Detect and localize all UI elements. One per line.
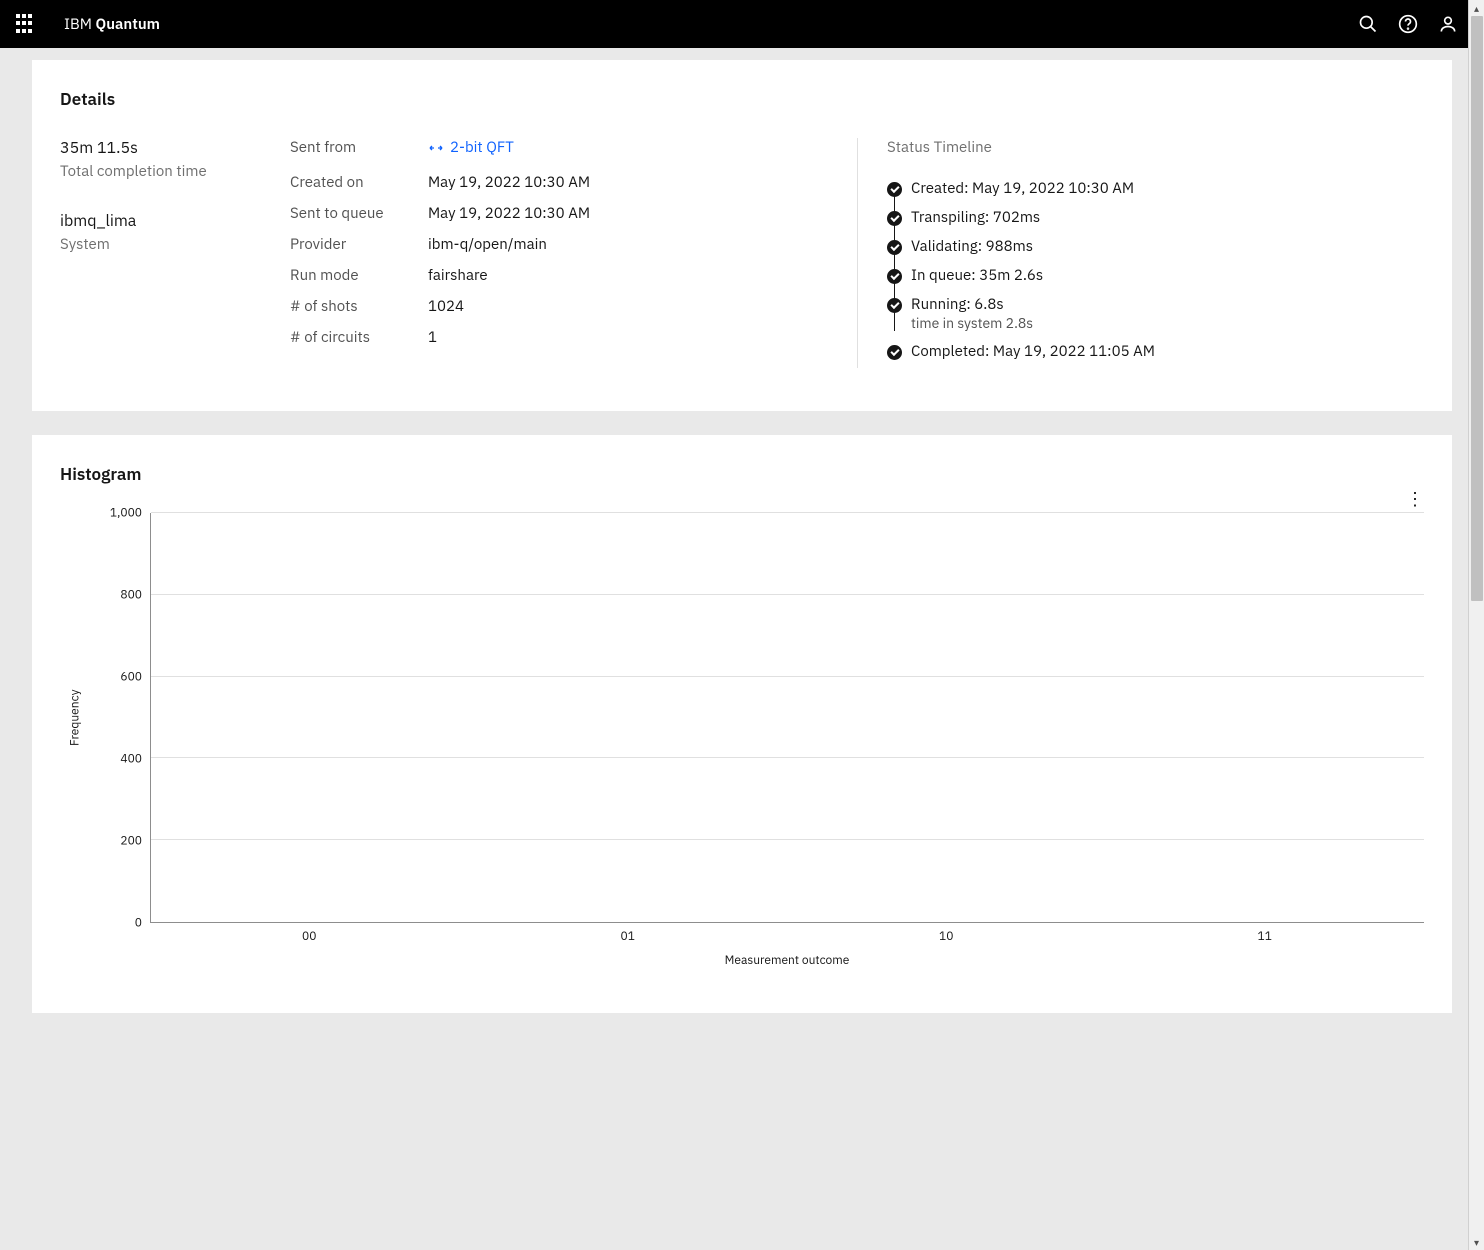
y-tick: 0	[92, 916, 142, 931]
shots-label: # of shots	[290, 297, 420, 316]
sent-from-link[interactable]: 2-bit QFT	[428, 138, 514, 157]
completion-time-label: Total completion time	[60, 162, 290, 181]
y-tick: 800	[92, 588, 142, 603]
gridline	[151, 757, 1424, 758]
scrollbar-thumb[interactable]	[1471, 16, 1483, 601]
sent-queue-label: Sent to queue	[290, 204, 420, 223]
vertical-scrollbar[interactable]: ▴ ▾	[1468, 0, 1484, 1250]
circuits-label: # of circuits	[290, 328, 420, 347]
x-tick: 00	[150, 923, 469, 953]
provider-value: ibm-q/open/main	[428, 235, 827, 254]
histogram-title: Histogram	[60, 463, 1424, 485]
gridline	[151, 676, 1424, 677]
timeline-step-sub: time in system 2.8s	[911, 314, 1424, 332]
scroll-up-icon[interactable]: ▴	[1469, 0, 1484, 16]
system-label: System	[60, 235, 290, 254]
created-on-label: Created on	[290, 173, 420, 192]
help-icon[interactable]	[1388, 4, 1428, 44]
y-tick: 400	[92, 752, 142, 767]
gridline	[151, 512, 1424, 513]
y-tick: 1,000	[92, 506, 142, 521]
y-axis-label: Frequency	[60, 513, 90, 923]
gridline	[151, 839, 1424, 840]
timeline-step: Validating: 988ms	[911, 237, 1424, 256]
details-fields: Sent from 2-bit QFT Created on May 19, 2…	[290, 138, 827, 347]
run-mode-label: Run mode	[290, 266, 420, 285]
plot-area	[150, 513, 1424, 923]
created-on-value: May 19, 2022 10:30 AM	[428, 173, 827, 192]
sent-from-value: 2-bit QFT	[450, 138, 514, 157]
x-axis-label: Measurement outcome	[150, 953, 1424, 973]
overflow-menu-icon[interactable]: ⋮	[1406, 487, 1424, 510]
timeline-title: Status Timeline	[887, 138, 1424, 157]
search-icon[interactable]	[1348, 4, 1388, 44]
system-name: ibmq_lima	[60, 211, 290, 231]
gridline	[151, 594, 1424, 595]
timeline-step: Transpiling: 702ms	[911, 208, 1424, 227]
run-mode-value: fairshare	[428, 266, 827, 285]
histogram-card: Histogram ⋮ Frequency 0 200 400 600 800 1,000…	[32, 435, 1452, 1013]
sent-from-label: Sent from	[290, 138, 420, 161]
apps-grid-icon[interactable]	[16, 14, 36, 34]
timeline-step: In queue: 35m 2.6s	[911, 266, 1424, 285]
brand-bold: Quantum	[96, 15, 160, 34]
y-axis: 02004006008001,000	[90, 513, 150, 923]
completion-time: 35m 11.5s	[60, 138, 290, 158]
timeline-step: Running: 6.8stime in system 2.8s	[911, 295, 1424, 332]
provider-label: Provider	[290, 235, 420, 254]
brand-label: IBM Quantum	[64, 15, 160, 34]
y-tick: 200	[92, 834, 142, 849]
shots-value: 1024	[428, 297, 827, 316]
timeline-step: Created: May 19, 2022 10:30 AM	[911, 179, 1424, 198]
vertical-divider	[857, 138, 858, 368]
details-title: Details	[60, 88, 1424, 110]
x-tick: 10	[787, 923, 1106, 953]
top-navbar: IBM Quantum	[0, 0, 1484, 48]
status-timeline: Status Timeline Created: May 19, 2022 10…	[887, 138, 1424, 371]
y-tick: 600	[92, 670, 142, 685]
x-tick: 01	[469, 923, 788, 953]
scroll-down-icon[interactable]: ▾	[1469, 1234, 1484, 1250]
circuits-value: 1	[428, 328, 827, 347]
details-left-column: 35m 11.5s Total completion time ibmq_lim…	[60, 138, 290, 254]
brand-light: IBM	[64, 15, 96, 34]
user-icon[interactable]	[1428, 4, 1468, 44]
sent-queue-value: May 19, 2022 10:30 AM	[428, 204, 827, 223]
x-axis: 00011011	[150, 923, 1424, 953]
timeline-step: Completed: May 19, 2022 11:05 AM	[911, 342, 1424, 361]
histogram-chart: Frequency 02004006008001,000 00011011 Me…	[60, 513, 1424, 973]
scrollbar-track[interactable]	[1469, 16, 1484, 1234]
x-tick: 11	[1106, 923, 1425, 953]
details-card: Details 35m 11.5s Total completion time …	[32, 60, 1452, 411]
